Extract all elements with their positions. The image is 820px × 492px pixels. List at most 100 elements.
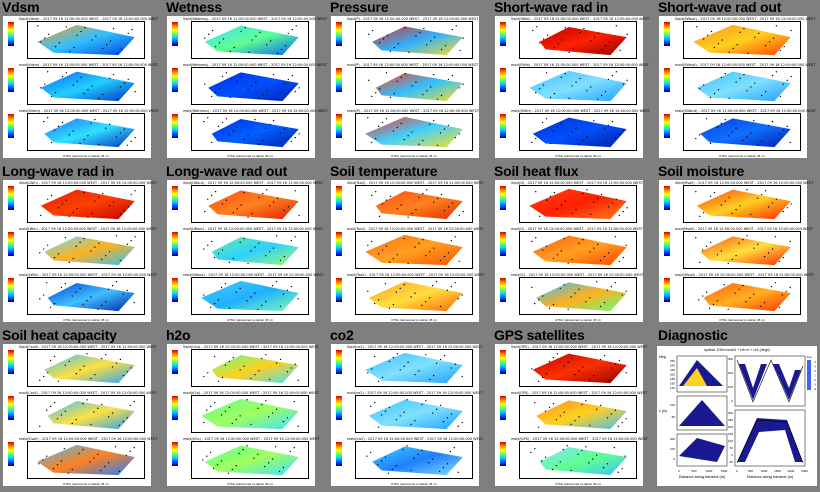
station-marker: [771, 120, 774, 123]
colorbar: [172, 278, 178, 302]
station-marker: [560, 204, 562, 206]
map-plot-area: [27, 113, 145, 151]
station-marker: [82, 402, 84, 405]
station-marker: [210, 240, 213, 243]
station-marker: [384, 283, 387, 285]
station-marker: [115, 281, 118, 283]
station-marker: [407, 361, 409, 363]
station-marker: [603, 255, 606, 258]
interpolated-field: [44, 236, 135, 266]
station-marker: [53, 401, 56, 404]
station-marker: [258, 196, 260, 199]
station-marker: [265, 354, 267, 356]
diag-legend-value: 2: [814, 369, 816, 373]
station-marker: [713, 92, 716, 95]
station-marker: [37, 25, 39, 27]
station-marker: [583, 27, 585, 30]
station-marker: [61, 121, 64, 124]
station-marker: [439, 132, 442, 134]
map-panel: mod(Wetness) - 2017 09 16 12:00:00.000 W…: [167, 62, 327, 112]
colorbar: [664, 114, 670, 138]
station-marker: [595, 281, 598, 283]
station-marker: [586, 90, 588, 92]
panel-caption: mod(SWin) - 2017 09 16 12:00:00.000 WEST…: [511, 63, 649, 67]
station-marker: [786, 79, 788, 81]
station-marker: [557, 43, 560, 45]
station-marker: [38, 463, 40, 465]
station-marker: [214, 45, 217, 48]
station-marker: [454, 137, 456, 139]
station-marker: [254, 373, 256, 376]
diag-ytick: 200: [728, 371, 733, 375]
station-marker: [65, 72, 68, 74]
diag-legend-label: line: [807, 355, 812, 359]
station-marker: [701, 295, 704, 297]
diag-ytick: 50: [730, 446, 734, 450]
station-marker: [210, 194, 213, 197]
station-marker: [599, 259, 602, 262]
station-marker: [271, 284, 274, 287]
station-marker: [595, 454, 598, 456]
station-marker: [122, 293, 125, 295]
station-marker: [367, 244, 369, 246]
variable-tile: Soil temperature Sept(Tsoil) - 2017 09 16…: [328, 163, 484, 322]
station-marker: [548, 406, 551, 409]
panel-caption: resid(SWout) - 2017 09 16 12:00:00.000 W…: [675, 109, 817, 113]
station-marker: [376, 464, 379, 466]
station-marker: [438, 470, 441, 473]
station-marker: [278, 470, 281, 473]
station-marker: [371, 194, 373, 197]
interpolated-field: [536, 400, 627, 430]
panel-xlabel: UTMx (referenced to station 45 m): [719, 154, 765, 158]
station-marker: [607, 252, 610, 254]
map-plot-area: [191, 441, 309, 479]
panel-xlabel: UTMx (referenced to station 45 m): [719, 318, 765, 322]
station-marker: [130, 193, 132, 196]
station-marker: [727, 262, 729, 264]
station-marker: [46, 244, 49, 246]
station-marker: [216, 464, 219, 466]
station-marker: [276, 197, 279, 199]
station-marker: [625, 418, 627, 420]
diag-xtick: 0: [736, 469, 738, 473]
station-marker: [221, 249, 224, 251]
station-marker: [240, 30, 242, 33]
diag-xlabel-left: Distance along transect (m): [679, 475, 726, 479]
variable-tile: Soil moisture Sept(Msoil) - 2017 09 16 12…: [656, 163, 814, 322]
station-marker: [290, 367, 292, 369]
colorbar: [336, 232, 342, 256]
station-marker: [415, 209, 417, 211]
station-marker: [89, 461, 91, 463]
station-marker: [439, 305, 442, 308]
station-marker: [126, 144, 128, 146]
station-marker: [239, 287, 241, 290]
station-marker: [552, 303, 555, 306]
station-marker: [295, 25, 297, 27]
station-marker: [742, 238, 744, 241]
map-plot-area: [519, 21, 637, 59]
station-marker: [231, 422, 233, 425]
diag-left-bot-axes: [676, 433, 728, 467]
map-plot-area: [27, 441, 145, 479]
station-marker: [459, 49, 461, 52]
station-marker: [571, 357, 573, 360]
station-marker: [207, 198, 209, 200]
station-marker: [537, 426, 540, 428]
station-marker: [439, 259, 442, 262]
station-marker: [739, 205, 741, 207]
station-marker: [753, 247, 755, 249]
station-marker: [534, 302, 536, 305]
station-marker: [553, 191, 556, 194]
station-marker: [570, 469, 572, 472]
station-marker: [83, 237, 85, 240]
station-marker: [243, 138, 245, 141]
station-marker: [611, 74, 614, 77]
station-marker: [775, 25, 778, 27]
station-marker: [743, 27, 745, 30]
panel-caption: mod(LWout) - 2017 09 16 12:00:00.000 WES…: [183, 227, 323, 231]
station-marker: [53, 256, 56, 259]
station-marker: [607, 78, 610, 81]
station-marker: [778, 260, 781, 263]
station-marker: [779, 49, 782, 52]
station-marker: [746, 136, 748, 138]
